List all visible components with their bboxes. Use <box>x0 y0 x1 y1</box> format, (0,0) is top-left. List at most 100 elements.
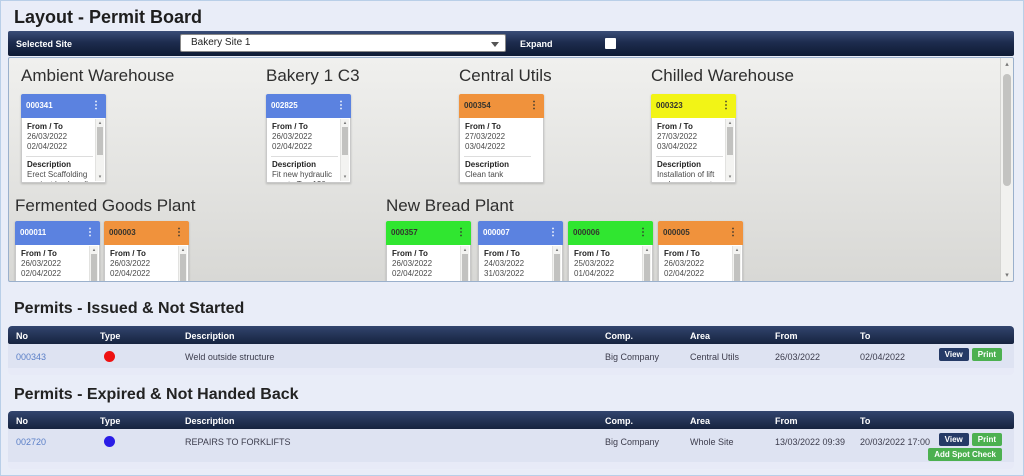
site-toolbar: Selected Site Bakery Site 1 Expand <box>8 31 1014 56</box>
permit-card[interactable]: 000323 ⋮ From / To 27/03/2022 03/04/2022… <box>651 94 736 183</box>
permit-card[interactable]: 000357 ⋮ From / To 26/03/2022 02/04/2022… <box>386 221 471 281</box>
permit-card-header: 000354 ⋮ <box>459 94 544 118</box>
permit-card-header: 000005 ⋮ <box>658 221 743 245</box>
col-type: Type <box>100 331 121 341</box>
section-title-ambient-warehouse: Ambient Warehouse <box>21 66 175 85</box>
card-scrollbar[interactable]: ▴ <box>89 246 98 281</box>
from-date: 26/03/2022 <box>21 259 62 268</box>
col-area: Area <box>690 416 711 426</box>
card-scrollbar[interactable]: ▴ <box>732 246 741 281</box>
kebab-menu-icon[interactable]: ⋮ <box>174 227 184 238</box>
permit-to: 20/03/2022 17:00 <box>860 437 931 447</box>
add-spot-check-button[interactable]: Add Spot Check <box>928 448 1002 461</box>
description-label: Description <box>657 160 702 169</box>
permit-card[interactable]: 000003 ⋮ From / To 26/03/2022 02/04/2022… <box>104 221 189 281</box>
col-no: No <box>16 331 28 341</box>
permit-card[interactable]: 000007 ⋮ From / To 24/03/2022 31/03/2022… <box>478 221 563 281</box>
kebab-menu-icon[interactable]: ⋮ <box>336 100 346 111</box>
col-area: Area <box>690 331 711 341</box>
permit-card-body: From / To 26/03/2022 02/04/2022 Descript… <box>266 118 351 183</box>
permit-card[interactable]: 000005 ⋮ From / To 26/03/2022 02/04/2022… <box>658 221 743 281</box>
from-date: 27/03/2022 <box>657 132 698 141</box>
to-date: 02/04/2022 <box>272 142 313 151</box>
permit-card-body: From / To 26/03/2022 02/04/2022 Descript… <box>21 118 106 183</box>
col-from: From <box>775 331 798 341</box>
from-date: 26/03/2022 <box>110 259 151 268</box>
permit-description: REPAIRS TO FORKLIFTS <box>185 437 291 447</box>
expired-table-title: Permits - Expired & Not Handed Back <box>14 386 299 403</box>
card-scrollbar[interactable]: ▴ <box>178 246 187 281</box>
permit-card[interactable]: 000341 ⋮ From / To 26/03/2022 02/04/2022… <box>21 94 106 183</box>
table-header-row: No Type Description Comp. Area From To <box>8 411 1014 429</box>
permit-card-body: From / To 26/03/2022 02/04/2022 ▴ <box>386 245 471 281</box>
section-title-central-utils: Central Utils <box>459 66 552 85</box>
from-date: 26/03/2022 <box>272 132 313 141</box>
permit-type-dot-icon <box>104 436 115 447</box>
permit-card[interactable]: 000354 ⋮ From / To 27/03/2022 03/04/2022… <box>459 94 544 183</box>
print-button[interactable]: Print <box>971 348 1002 361</box>
from-to-label: From / To <box>392 249 428 258</box>
permit-number: 000003 <box>109 228 136 237</box>
expand-checkbox[interactable] <box>605 38 616 49</box>
permit-card-header: 000323 ⋮ <box>651 94 736 118</box>
view-button[interactable]: View <box>938 433 969 446</box>
permit-number: 000341 <box>26 101 53 110</box>
permit-number: 002825 <box>271 101 298 110</box>
to-date: 02/04/2022 <box>21 269 62 278</box>
from-to-label: From / To <box>27 122 63 131</box>
card-scrollbar[interactable]: ▴ <box>460 246 469 281</box>
table-footer <box>8 462 1014 469</box>
kebab-menu-icon[interactable]: ⋮ <box>638 227 648 238</box>
permit-to: 02/04/2022 <box>860 352 906 362</box>
col-comp: Comp. <box>605 416 633 426</box>
from-to-label: From / To <box>484 249 520 258</box>
print-button[interactable]: Print <box>971 433 1002 446</box>
permit-number: 000011 <box>20 228 47 237</box>
permit-area: Central Utils <box>690 352 740 362</box>
card-scrollbar[interactable]: ▴ ▾ <box>95 119 104 181</box>
description-label: Description <box>272 160 317 169</box>
card-scrollbar[interactable]: ▴ <box>552 246 561 281</box>
permit-from: 26/03/2022 <box>775 352 821 362</box>
kebab-menu-icon[interactable]: ⋮ <box>548 227 558 238</box>
kebab-menu-icon[interactable]: ⋮ <box>91 100 101 111</box>
card-scrollbar[interactable]: ▴ <box>642 246 651 281</box>
board-scrollbar[interactable]: ▴ ▾ <box>1000 58 1013 281</box>
permit-from: 13/03/2022 09:39 <box>775 437 846 447</box>
permit-company: Big Company <box>605 437 660 447</box>
permit-card-header: 000011 ⋮ <box>15 221 100 245</box>
col-to: To <box>860 416 871 426</box>
permit-number: 000006 <box>573 228 600 237</box>
col-description: Description <box>185 416 235 426</box>
chevron-down-icon <box>491 42 499 47</box>
kebab-menu-icon[interactable]: ⋮ <box>721 100 731 111</box>
permit-card-header: 000006 ⋮ <box>568 221 653 245</box>
col-from: From <box>775 416 798 426</box>
view-button[interactable]: View <box>938 348 969 361</box>
permit-card-header: 000341 ⋮ <box>21 94 106 118</box>
to-date: 01/04/2022 <box>574 269 615 278</box>
permit-no-link[interactable]: 000343 <box>16 352 47 362</box>
permit-card-body: From / To 27/03/2022 03/04/2022 Descript… <box>459 118 544 183</box>
permit-card-header: 002825 ⋮ <box>266 94 351 118</box>
description-text: Installation of lift and components <box>657 170 716 182</box>
table-row: 002720 REPAIRS TO FORKLIFTS Big Company … <box>8 429 1014 462</box>
to-date: 02/04/2022 <box>392 269 433 278</box>
kebab-menu-icon[interactable]: ⋮ <box>728 227 738 238</box>
site-select[interactable]: Bakery Site 1 <box>180 34 506 52</box>
kebab-menu-icon[interactable]: ⋮ <box>529 100 539 111</box>
card-scrollbar[interactable]: ▴ ▾ <box>340 119 349 181</box>
permit-no-link[interactable]: 002720 <box>16 437 47 447</box>
permit-type-dot-icon <box>104 351 115 362</box>
table-header-row: No Type Description Comp. Area From To <box>8 326 1014 344</box>
to-date: 31/03/2022 <box>484 269 525 278</box>
expand-label: Expand <box>520 39 553 49</box>
permit-card[interactable]: 002825 ⋮ From / To 26/03/2022 02/04/2022… <box>266 94 351 183</box>
from-date: 26/03/2022 <box>27 132 68 141</box>
kebab-menu-icon[interactable]: ⋮ <box>85 227 95 238</box>
permit-card[interactable]: 000011 ⋮ From / To 26/03/2022 02/04/2022… <box>15 221 100 281</box>
kebab-menu-icon[interactable]: ⋮ <box>456 227 466 238</box>
card-scrollbar[interactable]: ▴ ▾ <box>725 119 734 181</box>
permit-card[interactable]: 000006 ⋮ From / To 25/03/2022 01/04/2022… <box>568 221 653 281</box>
col-no: No <box>16 416 28 426</box>
